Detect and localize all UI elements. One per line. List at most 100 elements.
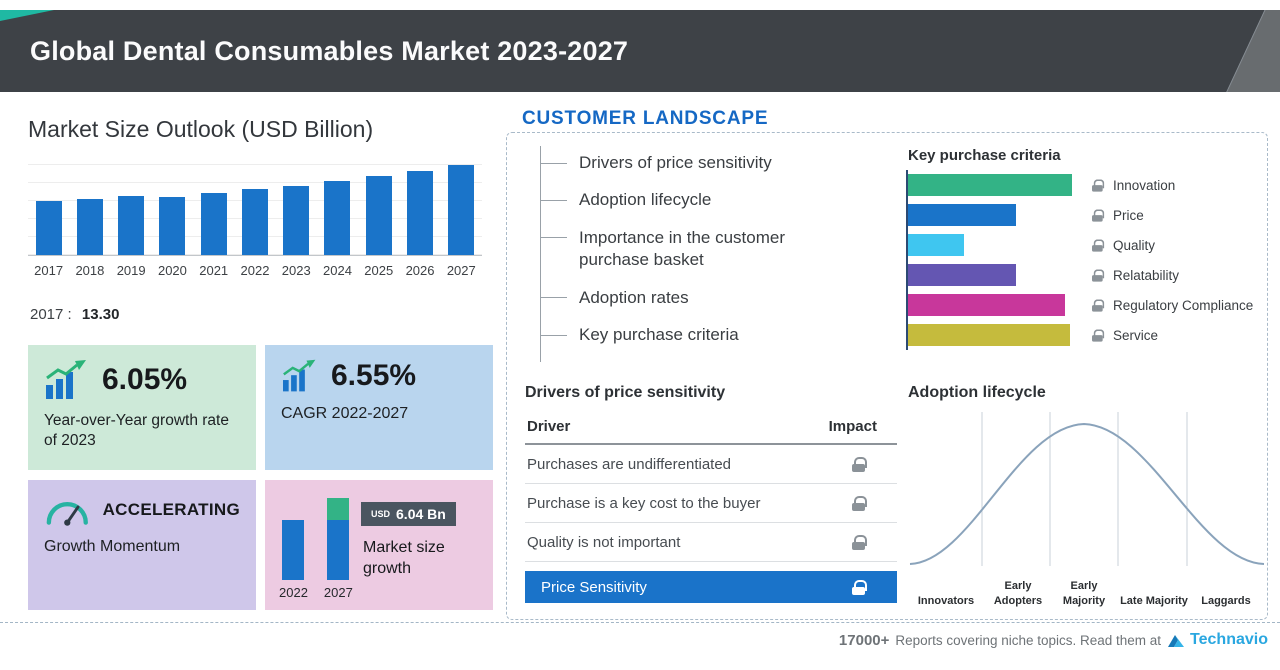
stage-early-majority: Early Majority <box>1062 580 1106 607</box>
growth-momentum-card: ACCELERATING Growth Momentum <box>28 480 256 610</box>
kp-legend-label: Regulatory Compliance <box>1113 297 1254 313</box>
lock-icon <box>1092 178 1105 192</box>
header-fold-decoration <box>1202 10 1280 92</box>
kp-bar-service <box>908 324 1071 346</box>
price-sensitivity-highlight-row: Price Sensitivity <box>525 571 897 603</box>
kp-bar-relatability <box>908 264 1017 286</box>
kp-legend-label: Service <box>1113 327 1159 343</box>
kp-bar-cell <box>906 200 1072 230</box>
kp-legend-item: Innovation <box>1092 178 1175 193</box>
bar-slot <box>358 164 399 255</box>
kp-legend-item: Regulatory Compliance <box>1092 298 1253 313</box>
market-size-growth-label: Market size growth <box>363 539 445 577</box>
lock-icon <box>1092 208 1105 222</box>
market-size-outlook-title: Market Size Outlook (USD Billion) <box>28 116 374 142</box>
kp-bar-innovation <box>908 174 1072 196</box>
kp-legend-label: Quality <box>1113 237 1156 253</box>
mini-bar-2022 <box>282 520 305 580</box>
market-bar-2021 <box>200 193 227 255</box>
kp-row: Price <box>906 200 1268 230</box>
bar-slot <box>317 164 358 255</box>
bar-slot <box>276 164 317 255</box>
market-bar-2026 <box>407 171 434 255</box>
mini-bar-group-2027: 2027 <box>324 498 353 600</box>
adoption-lifecycle-chart: Innovators Early Adopters Early Majority… <box>906 408 1268 612</box>
cagr-card: 6.55% CAGR 2022-2027 <box>265 345 493 470</box>
lock-icon <box>1092 238 1105 252</box>
price-sensitivity-label: Price Sensitivity <box>541 578 647 596</box>
year-tick-label: 2020 <box>157 263 187 278</box>
year-tick-label: 2018 <box>75 263 105 278</box>
mini-bar-group-2022: 2022 <box>279 520 308 600</box>
growth-bars-arrow-icon <box>283 359 316 392</box>
kp-bar-cell <box>906 260 1072 290</box>
kp-bar-cell <box>906 290 1072 320</box>
momentum-label: Growth Momentum <box>44 538 181 555</box>
driver-text: Quality is not important <box>527 533 681 551</box>
kp-bar-cell <box>906 230 1072 260</box>
bar-slot <box>28 164 69 255</box>
badge-currency: USD <box>371 509 391 519</box>
market-bar-2018 <box>76 199 103 255</box>
market-bar-2025 <box>365 176 392 255</box>
drivers-of-price-sensitivity-title: Drivers of price sensitivity <box>525 384 726 401</box>
market-size-chart-year-axis: 2017 2018 2019 2020 2021 2022 2023 2024 2025 2026… <box>28 260 482 278</box>
bar-slot <box>234 164 275 255</box>
market-size-growth-mini-chart: 2022 2027 <box>279 498 353 600</box>
cagr-label: CAGR 2022-2027 <box>281 405 409 422</box>
market-bar-2020 <box>159 197 186 255</box>
bar-slot <box>69 164 110 255</box>
stage-early-adopters: Early Adopters <box>993 580 1043 607</box>
base-year-value: 13.30 <box>81 306 120 323</box>
lock-icon <box>852 495 867 511</box>
drivers-table: Driver Impact Purchases are undifferenti… <box>525 412 897 603</box>
adoption-lifecycle-title: Adoption lifecycle <box>908 384 1046 401</box>
year-tick-label: 2026 <box>405 263 435 278</box>
mini-bar-2027-base-segment <box>327 520 350 580</box>
kp-row: Relatability <box>906 260 1268 290</box>
kp-legend-label: Relatability <box>1113 267 1180 283</box>
yoy-value: 6.05% <box>102 363 188 396</box>
driver-text: Purchases are undifferentiated <box>527 455 732 473</box>
bar-slot <box>193 164 234 255</box>
stage-innovators: Innovators <box>917 594 975 607</box>
kp-legend-label: Innovation <box>1113 177 1176 193</box>
kp-legend-item: Quality <box>1092 238 1155 253</box>
year-tick-label: 2017 <box>34 263 64 278</box>
market-size-growth-card: 2022 2027 USD 6.04 Bn Market size growth <box>265 480 493 610</box>
landscape-item-adoption-lifecycle: Adoption lifecycle <box>541 189 840 211</box>
lock-icon <box>852 456 867 472</box>
badge-value: 6.04 Bn <box>396 506 446 522</box>
kp-legend-label: Price <box>1113 207 1144 223</box>
kp-row: Quality <box>906 230 1268 260</box>
technavio-link[interactable]: Technavio <box>1167 631 1268 649</box>
reports-count: 17000+ <box>838 631 890 649</box>
footer-text: Reports covering niche topics. Read them… <box>895 632 1162 648</box>
year-tick-label: 2023 <box>281 263 311 278</box>
adoption-lifecycle-bell-curve <box>909 412 1265 566</box>
kp-legend-item: Relatability <box>1092 268 1179 283</box>
driver-column-header: Driver <box>527 418 571 435</box>
market-bar-2023 <box>283 186 310 255</box>
table-row: Quality is not important <box>525 523 897 562</box>
cagr-stat-row: 6.55% <box>281 359 477 393</box>
customer-landscape-title: CUSTOMER LANDSCAPE <box>522 106 779 132</box>
market-bar-2019 <box>118 196 145 255</box>
kp-row: Regulatory Compliance <box>906 290 1268 320</box>
header-banner: Global Dental Consumables Market 2023-20… <box>0 10 1280 92</box>
year-tick-label: 2027 <box>446 263 476 278</box>
mini-bar-2027-stack <box>327 498 350 580</box>
driver-text: Purchase is a key cost to the buyer <box>527 494 761 512</box>
yoy-growth-card: 6.05% Year-over-Year growth rate of 2023 <box>28 345 256 470</box>
kp-legend-item: Price <box>1092 208 1144 223</box>
year-tick-label: 2019 <box>116 263 146 278</box>
year-tick-label: 2022 <box>240 263 270 278</box>
technavio-wordmark: Technavio <box>1190 631 1268 648</box>
kp-legend-item: Service <box>1092 328 1158 343</box>
yoy-stat-row: 6.05% <box>44 359 240 401</box>
yoy-label: Year-over-Year growth rate of 2023 <box>44 412 229 450</box>
key-purchase-criteria-chart: Innovation Price Quality Relatability Regula… <box>906 170 1268 350</box>
technavio-logo-icon <box>1168 634 1185 647</box>
stage-laggards: Laggards <box>1201 594 1251 607</box>
lock-icon <box>852 579 867 595</box>
